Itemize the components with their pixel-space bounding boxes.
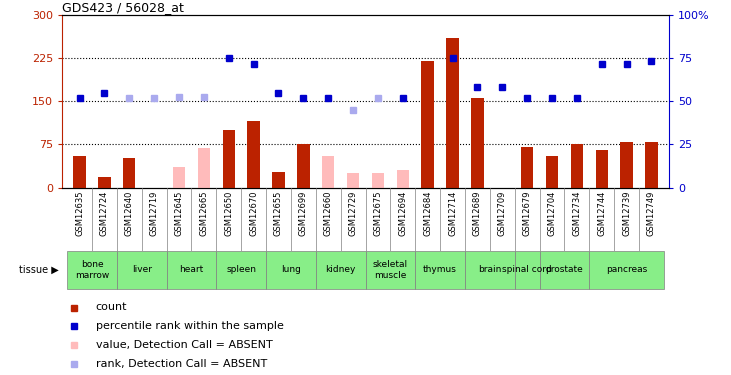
Text: GSM12744: GSM12744 (597, 190, 606, 236)
Bar (67, 251, 117, 289)
Bar (167, 251, 216, 289)
Bar (316, 251, 366, 289)
Bar (465, 251, 515, 289)
Text: GSM12749: GSM12749 (647, 190, 656, 236)
Text: GSM12675: GSM12675 (374, 190, 382, 236)
Bar (515, 251, 539, 289)
Text: GSM12719: GSM12719 (150, 190, 159, 236)
Text: spinal cord: spinal cord (502, 266, 552, 274)
Text: prostate: prostate (545, 266, 583, 274)
Text: GSM12699: GSM12699 (299, 190, 308, 236)
Bar (173, 167, 185, 188)
Text: bone
marrow: bone marrow (75, 260, 109, 280)
Text: GDS423 / 56028_at: GDS423 / 56028_at (62, 1, 184, 14)
Text: GSM12640: GSM12640 (125, 190, 134, 236)
Text: GSM12714: GSM12714 (448, 190, 457, 236)
Bar (645, 141, 658, 188)
Text: GSM12660: GSM12660 (324, 190, 333, 236)
Text: GSM12635: GSM12635 (75, 190, 84, 236)
Bar (422, 61, 434, 188)
Bar (98, 177, 110, 188)
Text: liver: liver (132, 266, 152, 274)
Bar (447, 38, 459, 188)
Bar (322, 156, 334, 188)
Text: count: count (96, 303, 127, 312)
Text: brain: brain (478, 266, 501, 274)
Text: GSM12739: GSM12739 (622, 190, 631, 236)
Text: kidney: kidney (325, 266, 356, 274)
Bar (596, 150, 608, 188)
Bar (123, 158, 135, 188)
Bar (222, 130, 235, 188)
Bar (266, 251, 316, 289)
Text: skeletal
muscle: skeletal muscle (373, 260, 408, 280)
Text: spleen: spleen (226, 266, 256, 274)
Text: GSM12655: GSM12655 (274, 190, 283, 236)
Text: tissue ▶: tissue ▶ (19, 265, 58, 275)
Text: rank, Detection Call = ABSENT: rank, Detection Call = ABSENT (96, 359, 267, 369)
Text: GSM12645: GSM12645 (175, 190, 183, 236)
Bar (247, 122, 260, 188)
Bar (216, 251, 266, 289)
Bar (621, 141, 633, 188)
Bar (73, 156, 86, 188)
Text: GSM12729: GSM12729 (349, 190, 357, 236)
Text: percentile rank within the sample: percentile rank within the sample (96, 321, 284, 331)
Bar (197, 148, 210, 188)
Bar (521, 147, 534, 188)
Text: heart: heart (179, 266, 203, 274)
Text: GSM12709: GSM12709 (498, 190, 507, 236)
Text: pancreas: pancreas (606, 266, 647, 274)
Text: GSM12689: GSM12689 (473, 190, 482, 236)
Bar (346, 173, 359, 188)
Bar (272, 172, 284, 188)
Bar (571, 144, 583, 188)
Bar (415, 251, 465, 289)
Text: GSM12679: GSM12679 (523, 190, 531, 236)
Text: GSM12650: GSM12650 (224, 190, 233, 236)
Text: lung: lung (281, 266, 301, 274)
Text: value, Detection Call = ABSENT: value, Detection Call = ABSENT (96, 340, 272, 350)
Bar (366, 251, 415, 289)
Bar (397, 170, 409, 188)
Text: GSM12694: GSM12694 (398, 190, 407, 236)
Bar (372, 173, 385, 188)
Bar (539, 251, 589, 289)
Text: GSM12665: GSM12665 (200, 190, 208, 236)
Bar (546, 156, 558, 188)
Bar (471, 98, 484, 188)
Text: thymus: thymus (423, 266, 457, 274)
Text: GSM12724: GSM12724 (100, 190, 109, 236)
Text: GSM12670: GSM12670 (249, 190, 258, 236)
Text: GSM12734: GSM12734 (572, 190, 581, 236)
Bar (297, 144, 309, 188)
Bar (589, 251, 664, 289)
Text: GSM12684: GSM12684 (423, 190, 432, 236)
Bar (117, 251, 167, 289)
Text: GSM12704: GSM12704 (548, 190, 556, 236)
